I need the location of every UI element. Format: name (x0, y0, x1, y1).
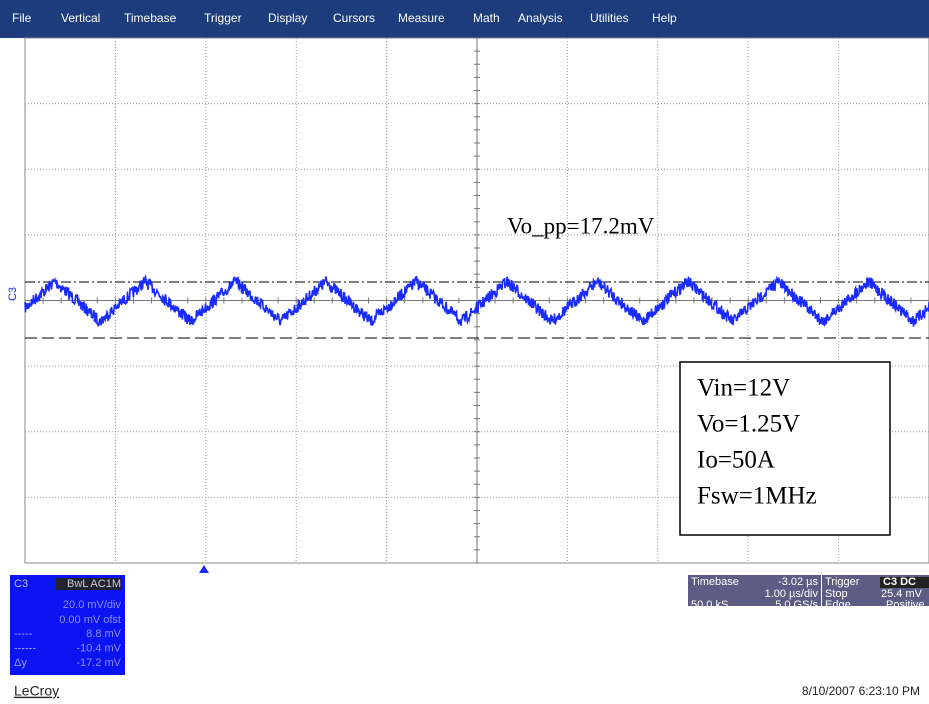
menu-item[interactable]: Analysis (518, 11, 563, 25)
trigger-marker (199, 565, 209, 573)
trace-label: C3 (7, 287, 19, 301)
trigger-state: Stop (825, 588, 848, 600)
trigger-type: Edge (825, 599, 851, 611)
menu-item[interactable]: Timebase (124, 11, 177, 25)
channel-panel[interactable] (10, 575, 125, 675)
trigger-group: Trigger C3 DC Stop 25.4 mV Edge Positive (822, 575, 929, 611)
channel-name: C3 (14, 578, 28, 590)
timebase-samples: 50.0 kS (691, 599, 728, 611)
timebase-title: Timebase (691, 576, 739, 588)
conditions-box (679, 361, 891, 536)
timebase-scale: 1.00 µs/div (765, 588, 819, 600)
measurement-label: ------ (14, 642, 36, 654)
coupling: BwL AC1M (67, 578, 121, 590)
trigger-title: Trigger (825, 576, 860, 588)
timebase-delay: -3.02 µs (778, 576, 818, 588)
channel-offset: 0.00 mV ofst (59, 614, 121, 626)
annotation: Vo_pp=17.2mV (507, 213, 655, 238)
measurement-label: Δy (14, 657, 27, 669)
coupling-badge (56, 578, 122, 590)
channel-scale: 20.0 mV/div (63, 599, 122, 611)
measurement-value: 8.8 mV (86, 628, 122, 640)
timebase-panel[interactable] (688, 575, 821, 606)
condition-text: Vin=12V (697, 375, 790, 402)
menu-item[interactable]: Display (268, 11, 307, 25)
menu-item[interactable]: Help (652, 11, 677, 25)
timestamp: 8/10/2007 6:23:10 PM (802, 684, 920, 698)
menu-bar (0, 0, 929, 38)
menu-item[interactable]: Measure (398, 11, 445, 25)
menu-item[interactable]: Vertical (61, 11, 100, 25)
condition-text: Fsw=1MHz (697, 483, 817, 510)
trigger-level: 25.4 mV (881, 588, 923, 600)
menu-item[interactable]: Math (473, 11, 500, 25)
timebase-rate: 5.0 GS/s (775, 599, 818, 611)
trigger-source-badge (880, 577, 929, 588)
trigger-source: C3 DC (883, 576, 916, 588)
menu-item[interactable]: Trigger (204, 11, 242, 25)
measurement-value: -10.4 mV (76, 642, 121, 654)
measurement-value: -17.2 mV (76, 657, 121, 669)
menu-item[interactable]: Utilities (590, 11, 629, 25)
menu-item[interactable]: File (12, 11, 32, 25)
menu-item[interactable]: Cursors (333, 11, 375, 25)
measurement-label: ----- (14, 628, 33, 640)
condition-text: Vo=1.25V (697, 411, 800, 438)
condition-text: Io=50A (697, 447, 775, 474)
trigger-slope: Positive (886, 599, 925, 611)
brand: LeCroy (14, 683, 59, 699)
waveform (24, 274, 929, 327)
